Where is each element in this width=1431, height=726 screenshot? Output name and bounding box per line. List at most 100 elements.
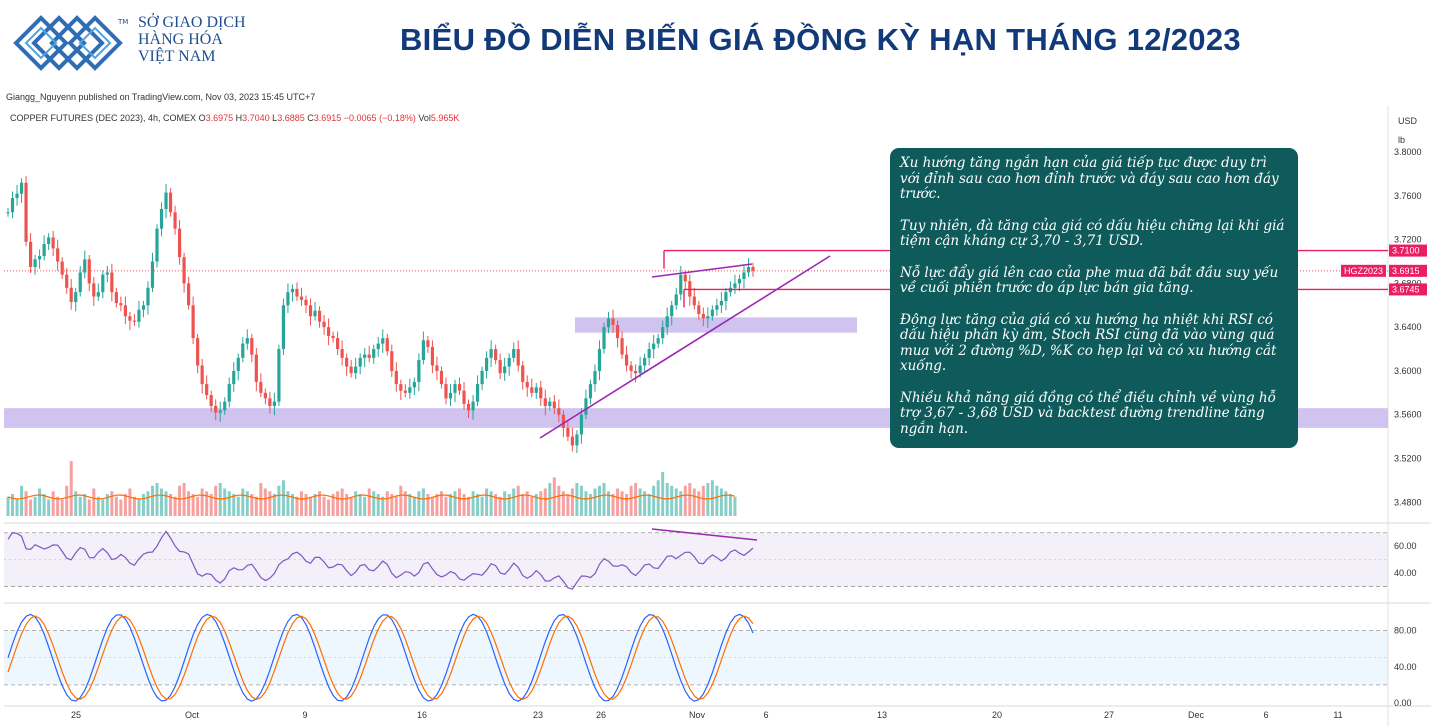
volume-bar xyxy=(507,494,511,516)
volume-bar xyxy=(679,491,683,516)
volume-bar xyxy=(15,499,19,516)
volume-bar xyxy=(363,496,367,516)
volume-bar xyxy=(277,485,281,516)
volume-bar xyxy=(575,483,579,516)
volume-bar xyxy=(638,488,642,516)
volume-bar xyxy=(150,485,154,516)
candle-body xyxy=(51,237,55,249)
candle-body xyxy=(340,349,344,358)
volume-bar xyxy=(254,496,258,516)
candle-body xyxy=(200,365,204,385)
candle-body xyxy=(173,212,177,229)
candle-body xyxy=(177,228,182,258)
candle-body xyxy=(417,360,421,382)
candle-body xyxy=(498,360,502,374)
rsi-divergence-line xyxy=(651,528,758,541)
candle-body xyxy=(624,354,629,366)
price-tick-label: 3.8000 xyxy=(1394,147,1422,157)
rsi-tick-label: 40.00 xyxy=(1394,568,1417,578)
volume-bar xyxy=(322,496,326,516)
candle-body xyxy=(679,274,683,295)
candle-body xyxy=(606,318,611,328)
volume-bar xyxy=(187,491,191,516)
volume-bar xyxy=(719,488,723,516)
candle-body xyxy=(372,349,376,358)
candle-body xyxy=(331,335,335,339)
candle-body xyxy=(733,283,737,288)
candle-body xyxy=(670,305,674,317)
price-tick-label: 3.5600 xyxy=(1394,410,1422,420)
volume-bar xyxy=(119,499,123,516)
candle-body xyxy=(15,193,19,199)
candle-body xyxy=(87,259,91,284)
candle-body xyxy=(263,392,267,399)
price-tick-label: 3.6400 xyxy=(1394,322,1422,332)
candle-body xyxy=(525,381,529,388)
candle-body xyxy=(114,292,118,304)
volume-bar xyxy=(557,485,561,516)
logo-line: VIỆT NAM xyxy=(138,48,216,65)
x-tick-label: Dec xyxy=(1188,710,1205,720)
volume-bar xyxy=(539,491,543,516)
volume-bar xyxy=(51,491,55,516)
candle-body xyxy=(290,288,295,293)
volume-bar xyxy=(561,491,565,516)
volume-bar xyxy=(304,494,308,516)
candle-body xyxy=(299,296,304,300)
candle-body xyxy=(620,338,624,355)
volume-bar xyxy=(286,491,290,516)
volume-bar xyxy=(78,496,82,516)
candle-body xyxy=(444,384,448,399)
candle-body xyxy=(123,305,127,317)
stoch-k-line xyxy=(7,613,754,702)
volume-bar xyxy=(155,483,159,516)
volume-bar xyxy=(299,491,303,516)
rsi-tick-label: 60.00 xyxy=(1394,541,1417,551)
volume-bar xyxy=(728,494,732,516)
volume-bar xyxy=(458,488,462,516)
unit-label: lb xyxy=(1398,135,1405,145)
x-tick-label: 20 xyxy=(992,710,1002,720)
volume-bar xyxy=(105,494,109,516)
x-tick-label: 6 xyxy=(1263,710,1268,720)
candle-body xyxy=(196,338,200,366)
candle-body xyxy=(399,384,403,391)
candle-body xyxy=(10,198,15,213)
volume-bar xyxy=(611,494,615,516)
candle-body xyxy=(494,349,498,361)
candle-body xyxy=(543,398,547,406)
candle-body xyxy=(489,349,493,358)
candle-body xyxy=(566,427,570,437)
volume-bar xyxy=(661,472,665,516)
volume-bar xyxy=(521,494,525,516)
candle-body xyxy=(719,300,723,306)
volume-bar xyxy=(196,496,200,516)
candle-body xyxy=(56,248,60,262)
candle-body xyxy=(661,327,665,339)
volume-bar xyxy=(232,494,236,516)
volume-bar xyxy=(408,494,412,516)
volume-bar xyxy=(290,494,294,516)
chart-legend: COPPER FUTURES (DEC 2023), 4h, COMEX O3.… xyxy=(10,113,459,123)
volume-bar xyxy=(566,494,570,516)
currency-label: USD xyxy=(1398,116,1418,126)
candle-body xyxy=(250,338,254,355)
price-tick-label: 3.5200 xyxy=(1394,454,1422,464)
volume-bar xyxy=(272,494,276,516)
candle-body xyxy=(412,381,416,388)
price-label: 3.6745 xyxy=(1392,284,1420,294)
volume-bar xyxy=(245,491,249,516)
x-tick-label: 13 xyxy=(877,710,887,720)
candle-body xyxy=(218,410,222,413)
volume-bar xyxy=(480,496,484,516)
candle-body xyxy=(227,384,231,402)
candle-body xyxy=(552,401,556,409)
volume-bar xyxy=(92,488,96,516)
support-zone xyxy=(575,317,857,333)
candle-body xyxy=(308,305,313,317)
candle-body xyxy=(345,357,349,367)
volume-bar xyxy=(146,491,150,516)
candle-body xyxy=(209,395,213,406)
volume-bar xyxy=(412,496,416,516)
